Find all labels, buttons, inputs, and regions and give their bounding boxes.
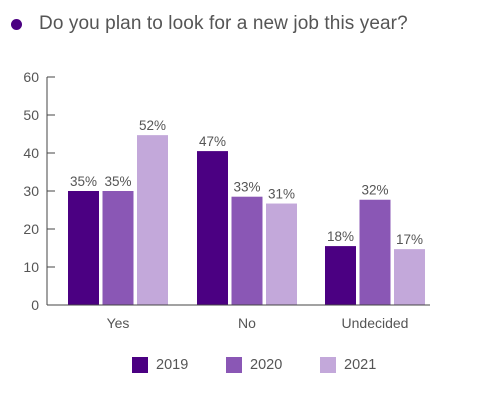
bar bbox=[359, 199, 391, 305]
data-label: 47% bbox=[199, 134, 226, 149]
legend-swatch bbox=[320, 357, 336, 373]
bar bbox=[102, 191, 134, 305]
x-axis: Yes No Undecided bbox=[47, 304, 430, 331]
chart-title-text: Do you plan to look for a new job this y… bbox=[39, 13, 408, 34]
legend-swatch bbox=[132, 357, 148, 373]
data-label: 35% bbox=[70, 174, 97, 189]
legend-label: 2019 bbox=[156, 357, 189, 373]
bar bbox=[394, 249, 425, 305]
x-category-label: Yes bbox=[107, 315, 130, 331]
data-label: 17% bbox=[396, 232, 423, 247]
y-tick-label: 40 bbox=[23, 145, 39, 161]
bar-chart: 0 10 20 30 40 50 60 35% 35% 52% 47% 33% 31% 18% 32% 17… bbox=[23, 69, 430, 331]
data-label: 31% bbox=[268, 187, 295, 202]
y-tick-label: 50 bbox=[23, 107, 39, 123]
y-tick-label: 10 bbox=[23, 259, 39, 275]
y-tick-label: 20 bbox=[23, 221, 39, 237]
legend-label: 2021 bbox=[344, 357, 377, 373]
data-label: 52% bbox=[139, 118, 166, 133]
legend-item: 2019 bbox=[132, 354, 188, 376]
bar bbox=[231, 196, 263, 305]
y-tick-label: 30 bbox=[23, 183, 39, 199]
data-labels: 35% 35% 52% 47% 33% 31% 18% 32% 17% bbox=[70, 118, 423, 247]
chart-title: Do you plan to look for a new job this y… bbox=[11, 10, 408, 38]
y-tick-label: 0 bbox=[31, 297, 39, 313]
data-label: 35% bbox=[104, 174, 131, 189]
bar bbox=[266, 203, 297, 305]
data-label: 18% bbox=[327, 229, 354, 244]
data-label: 32% bbox=[361, 183, 388, 198]
title-bullet-icon bbox=[11, 18, 22, 30]
y-axis: 0 10 20 30 40 50 60 bbox=[23, 69, 55, 313]
legend-swatch bbox=[226, 357, 242, 373]
y-tick-label: 60 bbox=[23, 69, 39, 85]
bar bbox=[197, 151, 228, 305]
bars bbox=[68, 135, 425, 305]
bar bbox=[68, 191, 99, 305]
x-category-label: No bbox=[238, 315, 256, 331]
data-label: 33% bbox=[233, 180, 260, 195]
legend-item: 2021 bbox=[320, 354, 376, 376]
legend-item: 2020 bbox=[226, 354, 282, 376]
legend-label: 2020 bbox=[250, 357, 283, 373]
x-category-label: Undecided bbox=[342, 315, 409, 331]
bar bbox=[325, 246, 356, 305]
legend: 2019 2020 2021 bbox=[0, 354, 477, 376]
bar bbox=[137, 135, 168, 305]
